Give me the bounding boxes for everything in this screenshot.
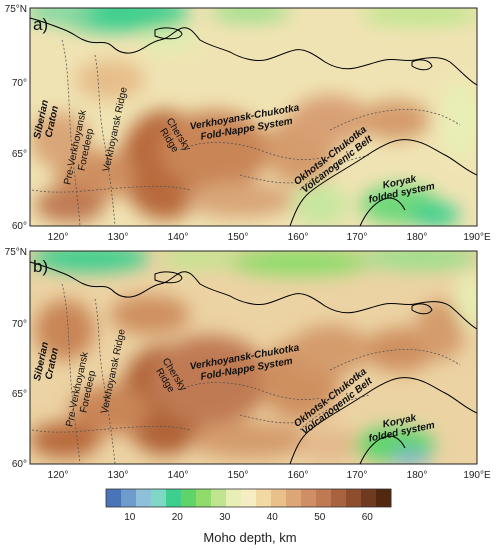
colorbar-tick-label: 20 — [172, 512, 184, 523]
panel-b-frame — [29, 250, 478, 465]
panel-b-lon-label: 180° — [407, 470, 428, 481]
panel-b-lat-label: 60° — [12, 459, 27, 470]
panel-a-lon-label: 130° — [108, 232, 129, 243]
colorbar-swatch — [361, 489, 377, 507]
panel-b-lat-label: 70° — [12, 319, 27, 330]
colorbar-ticks: 10 20 30 40 50 60 — [124, 512, 373, 523]
colorbar-swatch — [316, 489, 332, 507]
panel-b-lon-label: 170° — [347, 470, 368, 481]
colorbar-swatch — [166, 489, 182, 507]
colorbar-swatch — [121, 489, 137, 507]
panel-b-lon-label: 140° — [168, 470, 189, 481]
panel-a-lon-label: 120° — [48, 232, 69, 243]
panel-a-lat-label: 60° — [12, 221, 27, 232]
panel-a-lat-label: 65° — [12, 149, 27, 160]
panel-a-lon-label: 170° — [347, 232, 368, 243]
colorbar-frame — [105, 488, 392, 508]
colorbar-swatch — [286, 489, 302, 507]
panel-a-tag: a) — [33, 15, 48, 34]
colorbar-swatch — [331, 489, 347, 507]
colorbar-tick-label: 50 — [314, 512, 326, 523]
colorbar-swatches — [106, 489, 392, 507]
panel-b-tag: b) — [33, 257, 48, 276]
panel-b: 75°N 70° 65° 60° 120° 130° 140° 150° 160… — [5, 247, 491, 481]
colorbar-swatch — [196, 489, 212, 507]
panel-b-coastline-south — [289, 377, 478, 465]
panel-a-lon-label: 150° — [228, 232, 249, 243]
panel-a-island-2 — [411, 59, 433, 71]
panel-b-boundaries — [31, 283, 461, 465]
colorbar-swatch — [256, 489, 272, 507]
colorbar-tick-label: 10 — [124, 512, 136, 523]
colorbar-title: Moho depth, km — [203, 530, 296, 545]
colorbar-tick-label: 40 — [267, 512, 279, 523]
colorbar-swatch — [301, 489, 317, 507]
panel-b-lon-label: 190°E — [463, 470, 491, 481]
colorbar-swatch — [151, 489, 167, 507]
panel-b-lat-label: 75°N — [5, 247, 27, 258]
panel-a: 75°N 70° 65° 60° 120° 130° 140° 150° 160… — [5, 4, 491, 243]
panel-a-lon-label: 140° — [168, 232, 189, 243]
panel-b-island — [154, 271, 183, 284]
colorbar-swatch — [271, 489, 287, 507]
panel-a-lon-label: 180° — [407, 232, 428, 243]
panel-b-lat-label: 65° — [12, 389, 27, 400]
colorbar-swatch — [376, 489, 392, 507]
panel-b-lon-label: 120° — [48, 470, 69, 481]
panel-a-boundaries — [31, 39, 461, 227]
panel-a-depth-field — [30, 8, 477, 226]
colorbar-swatch — [136, 489, 152, 507]
colorbar-swatch — [241, 489, 257, 507]
panel-b-lon-label: 150° — [228, 470, 249, 481]
colorbar-swatch — [106, 489, 122, 507]
panel-b-island-2 — [411, 303, 433, 315]
panel-b-lon-label: 160° — [288, 470, 309, 481]
panel-b-coastline-kamchatka — [359, 435, 406, 465]
colorbar-swatch — [346, 489, 362, 507]
panel-a-lat-label: 75°N — [5, 4, 27, 15]
colorbar-swatch — [181, 489, 197, 507]
colorbar-tick-label: 30 — [219, 512, 231, 523]
panel-a-lon-label: 190°E — [463, 232, 491, 243]
colorbar-swatch — [226, 489, 242, 507]
panel-a-lon-label: 160° — [288, 232, 309, 243]
panel-a-lat-label: 70° — [12, 78, 27, 89]
panel-a-frame — [29, 7, 478, 227]
colorbar: 10 20 30 40 50 60 Moho depth, km — [105, 488, 392, 545]
panel-a-coastline — [29, 17, 478, 86]
panel-a-island — [154, 27, 183, 40]
colorbar-swatch — [211, 489, 227, 507]
panel-b-coastline — [29, 261, 478, 330]
panel-a-coastline-kamchatka — [359, 197, 406, 227]
colorbar-tick-label: 60 — [362, 512, 374, 523]
panel-b-lon-label: 130° — [108, 470, 129, 481]
panel-a-coastline-south — [289, 139, 478, 227]
